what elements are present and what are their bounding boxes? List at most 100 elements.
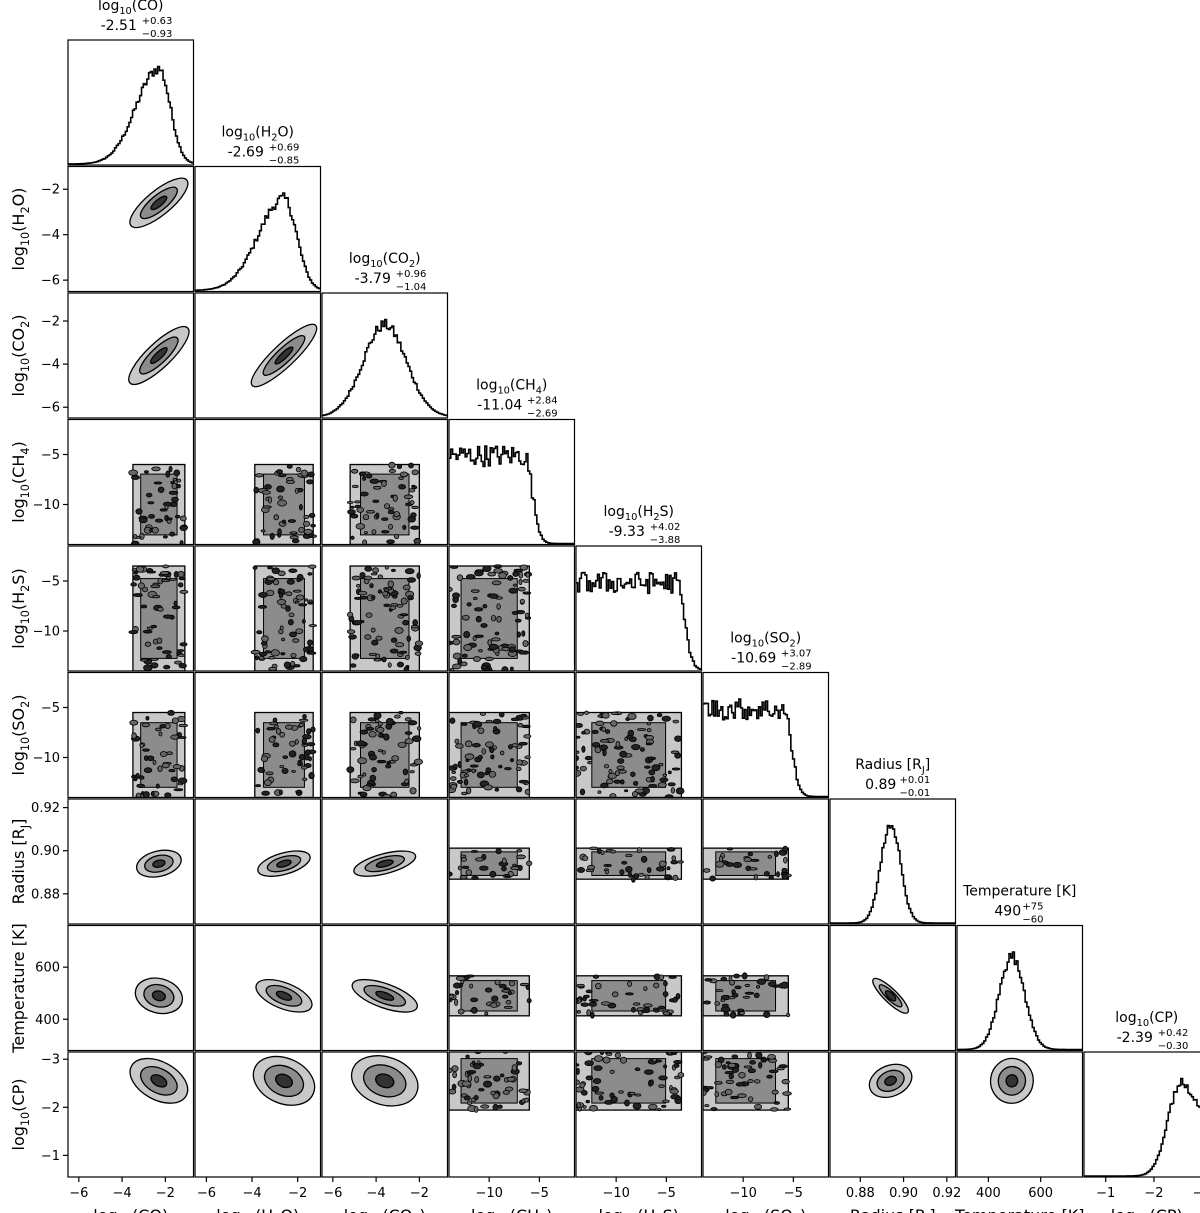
noise-blob bbox=[663, 1064, 668, 1069]
noise-blob bbox=[169, 531, 176, 537]
noise-blob bbox=[475, 615, 482, 623]
noise-blob bbox=[662, 1011, 671, 1016]
noise-blob bbox=[408, 488, 416, 493]
noise-blob bbox=[464, 740, 473, 748]
noise-blob bbox=[518, 779, 529, 784]
noise-blob bbox=[279, 765, 285, 769]
noise-blob bbox=[391, 755, 400, 762]
noise-blob bbox=[632, 1002, 641, 1006]
noise-blob bbox=[495, 1001, 501, 1007]
panel-frame bbox=[575, 545, 703, 672]
noise-blob bbox=[768, 875, 774, 880]
noise-blob bbox=[165, 470, 171, 478]
noise-blob bbox=[350, 505, 355, 509]
noise-blob bbox=[172, 764, 182, 770]
noise-blob bbox=[768, 981, 777, 987]
density-H2O-Temperature bbox=[255, 978, 313, 1013]
noise-blob bbox=[493, 564, 503, 569]
noise-blob bbox=[747, 1052, 752, 1059]
noise-blob bbox=[747, 1096, 754, 1102]
noise-blob bbox=[610, 711, 619, 715]
noise-blob bbox=[590, 1011, 595, 1019]
noise-blob bbox=[271, 567, 280, 575]
noise-blob bbox=[470, 1006, 478, 1014]
noise-blob bbox=[299, 656, 308, 663]
plus-CO: +0.63 bbox=[142, 16, 173, 27]
noise-blob bbox=[303, 528, 313, 535]
noise-blob bbox=[499, 750, 505, 756]
plus-Radius: +0.01 bbox=[900, 775, 931, 786]
noise-blob bbox=[150, 624, 157, 629]
density-Radius-Temperature bbox=[872, 977, 910, 1014]
noise-blob bbox=[280, 652, 286, 656]
noise-blob bbox=[346, 629, 356, 634]
noise-blob bbox=[407, 595, 414, 601]
noise-blob bbox=[358, 471, 366, 477]
noise-blob bbox=[413, 539, 421, 543]
noise-blob bbox=[727, 1062, 737, 1069]
noise-blob bbox=[510, 717, 520, 722]
noise-blob bbox=[467, 1075, 473, 1082]
contour bbox=[884, 990, 897, 1002]
noise-blob bbox=[518, 650, 526, 655]
noise-blob bbox=[618, 1090, 624, 1094]
noise-blob bbox=[588, 998, 599, 1002]
noise-blob bbox=[173, 788, 184, 792]
noise-blob bbox=[507, 991, 512, 996]
noise-blob bbox=[646, 728, 652, 733]
noise-blob bbox=[308, 564, 317, 569]
noise-blob bbox=[150, 662, 159, 669]
noise-blob bbox=[402, 584, 411, 591]
noise-blob bbox=[474, 1075, 480, 1084]
noise-blob bbox=[310, 523, 316, 528]
contour bbox=[1005, 1074, 1019, 1088]
noise-blob bbox=[308, 772, 315, 780]
noise-blob bbox=[471, 768, 476, 774]
density-fills bbox=[128, 177, 1034, 1113]
noise-blob bbox=[511, 1064, 518, 1072]
density-H2O-SO2 bbox=[254, 711, 317, 798]
noise-blob bbox=[592, 974, 600, 979]
x-tick-label: 600 bbox=[1028, 1186, 1053, 1201]
noise-blob bbox=[609, 793, 617, 798]
x-tick-label: −2 bbox=[156, 1186, 175, 1201]
density-Radius-CP bbox=[868, 1063, 913, 1099]
noise-blob bbox=[402, 620, 410, 626]
noise-blob bbox=[258, 655, 265, 660]
y-tick-label: −6 bbox=[41, 274, 60, 289]
noise-blob bbox=[770, 1107, 779, 1112]
noise-blob bbox=[465, 1054, 470, 1059]
noise-blob bbox=[631, 1006, 636, 1013]
noise-blob bbox=[644, 874, 650, 881]
density-CO-Radius bbox=[135, 849, 182, 878]
noise-blob bbox=[377, 749, 384, 753]
histogram-Temperature bbox=[957, 951, 1083, 1051]
noise-blob bbox=[576, 722, 583, 728]
noise-blob bbox=[151, 466, 161, 472]
noise-blob bbox=[359, 491, 369, 497]
noise-blob bbox=[133, 533, 138, 540]
noise-blob bbox=[585, 1099, 590, 1104]
noise-blob bbox=[484, 771, 490, 776]
noise-blob bbox=[171, 605, 181, 610]
noise-blob bbox=[347, 611, 354, 618]
noise-blob bbox=[470, 997, 479, 1003]
noise-blob bbox=[277, 495, 284, 500]
noise-blob bbox=[489, 593, 499, 599]
noise-blob bbox=[359, 729, 369, 735]
noise-blob bbox=[484, 987, 493, 993]
noise-blob bbox=[129, 719, 139, 726]
noise-blob bbox=[159, 724, 167, 729]
panel-frame bbox=[194, 545, 322, 672]
noise-blob bbox=[157, 606, 164, 612]
noise-blob bbox=[745, 865, 752, 872]
noise-blob bbox=[670, 787, 676, 794]
noise-blob bbox=[282, 755, 289, 759]
noise-blob bbox=[658, 974, 665, 981]
noise-blob bbox=[350, 513, 359, 519]
noise-blob bbox=[728, 996, 736, 1000]
noise-blob bbox=[179, 589, 189, 594]
noise-blob bbox=[672, 874, 679, 881]
noise-blob bbox=[636, 847, 642, 854]
noise-blob bbox=[159, 751, 168, 757]
